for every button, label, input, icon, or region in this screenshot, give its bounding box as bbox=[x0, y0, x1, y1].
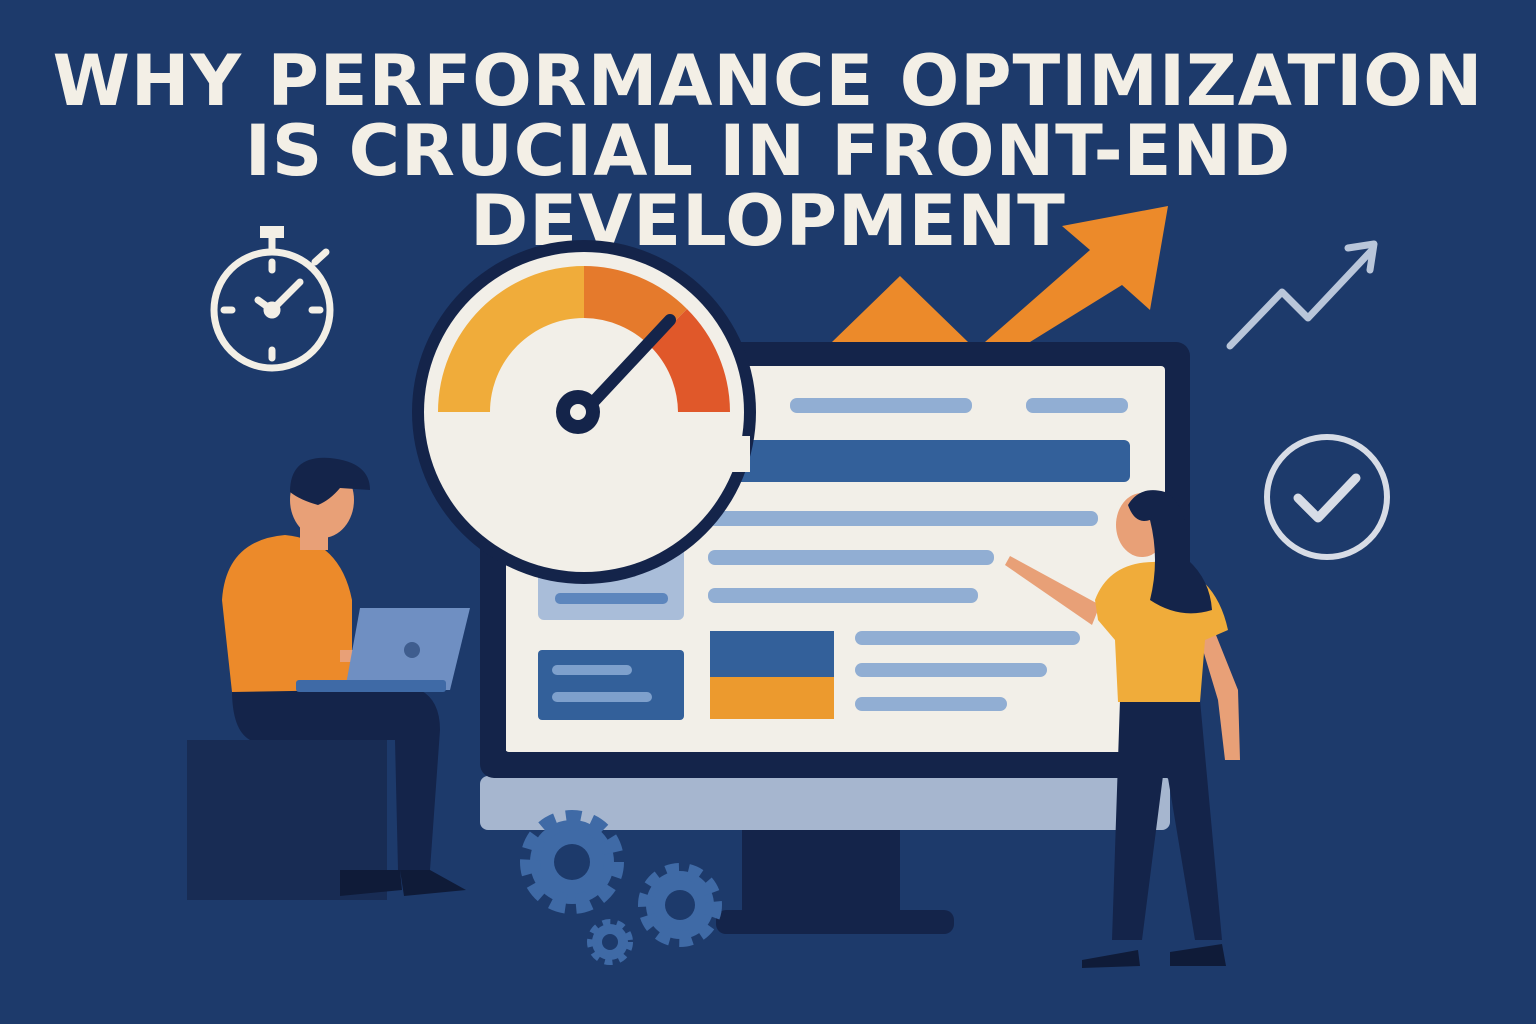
trend-line-arrow-icon bbox=[1226, 240, 1378, 350]
woman-pointing bbox=[1005, 490, 1240, 968]
stopwatch-icon bbox=[210, 226, 334, 372]
checkmark-circle-icon bbox=[1264, 434, 1390, 560]
headline-line-2: IS CRUCIAL IN FRONT-END DEVELOPMENT bbox=[244, 110, 1292, 262]
man-with-laptop bbox=[187, 457, 470, 900]
laptop bbox=[296, 608, 470, 692]
gears-icon bbox=[520, 810, 722, 965]
headline-line-1: WHY PERFORMANCE OPTIMIZATION bbox=[52, 40, 1484, 122]
growth-arrow-icon bbox=[832, 206, 1168, 342]
speedometer-gauge bbox=[412, 240, 756, 584]
